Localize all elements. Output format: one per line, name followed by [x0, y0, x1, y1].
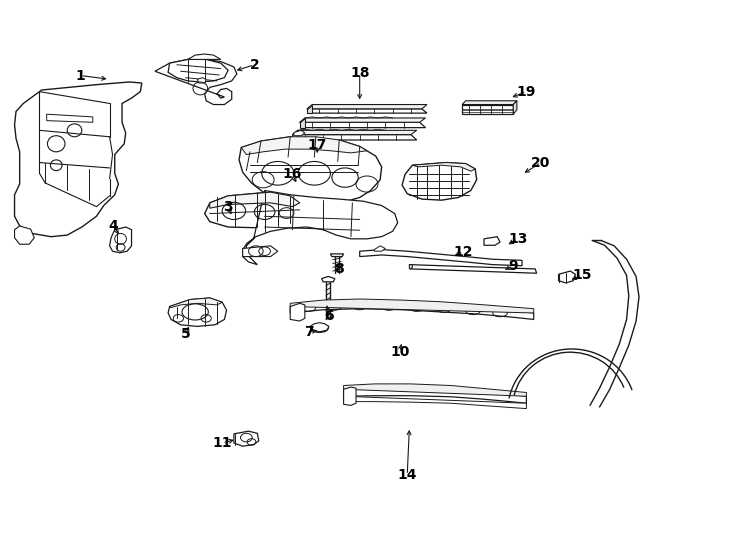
Polygon shape [197, 78, 206, 83]
Text: 13: 13 [508, 232, 527, 246]
Polygon shape [513, 101, 517, 114]
Polygon shape [307, 105, 312, 113]
Polygon shape [170, 298, 222, 308]
Polygon shape [243, 191, 398, 265]
Polygon shape [307, 105, 427, 109]
Polygon shape [344, 384, 526, 396]
Polygon shape [413, 163, 475, 171]
Polygon shape [243, 246, 277, 256]
Polygon shape [292, 134, 417, 140]
Text: 1: 1 [76, 69, 85, 83]
Polygon shape [15, 226, 34, 244]
Text: 4: 4 [109, 219, 118, 233]
Text: 7: 7 [304, 325, 313, 339]
Text: 2: 2 [250, 58, 259, 72]
Polygon shape [109, 227, 131, 253]
Polygon shape [299, 118, 305, 127]
Polygon shape [321, 276, 335, 282]
Polygon shape [168, 298, 227, 326]
Polygon shape [462, 101, 517, 105]
Polygon shape [299, 118, 426, 122]
Polygon shape [155, 59, 237, 105]
Polygon shape [47, 114, 92, 122]
Polygon shape [344, 388, 526, 403]
Text: 11: 11 [212, 436, 232, 450]
Polygon shape [292, 130, 417, 134]
Text: 6: 6 [324, 309, 334, 323]
Polygon shape [484, 237, 500, 245]
Polygon shape [307, 109, 427, 113]
Polygon shape [559, 271, 575, 283]
Polygon shape [310, 322, 329, 332]
Polygon shape [360, 249, 522, 266]
Polygon shape [241, 137, 367, 154]
Text: 20: 20 [531, 156, 550, 170]
Text: 19: 19 [517, 85, 536, 99]
Polygon shape [188, 54, 221, 59]
Polygon shape [205, 192, 299, 228]
Text: 14: 14 [398, 468, 417, 482]
Text: 12: 12 [454, 245, 473, 259]
Polygon shape [290, 302, 534, 320]
Polygon shape [410, 265, 413, 269]
Text: 3: 3 [223, 200, 233, 214]
Polygon shape [234, 431, 259, 446]
Polygon shape [239, 137, 382, 206]
Polygon shape [15, 82, 142, 237]
Polygon shape [410, 265, 537, 273]
Polygon shape [402, 163, 476, 200]
Polygon shape [330, 254, 344, 256]
Text: 10: 10 [390, 345, 410, 359]
Polygon shape [294, 130, 305, 136]
Polygon shape [168, 59, 228, 82]
Text: 8: 8 [335, 262, 344, 276]
Polygon shape [374, 246, 385, 251]
Polygon shape [292, 130, 297, 140]
Polygon shape [462, 105, 513, 114]
Polygon shape [290, 299, 534, 313]
Text: 9: 9 [509, 259, 518, 273]
Text: 5: 5 [181, 327, 191, 341]
Polygon shape [344, 387, 356, 406]
Text: 17: 17 [308, 138, 327, 152]
Text: 15: 15 [573, 268, 592, 282]
Polygon shape [299, 122, 426, 127]
Polygon shape [344, 396, 526, 409]
Polygon shape [210, 192, 299, 208]
Polygon shape [290, 303, 305, 321]
Text: 16: 16 [283, 167, 302, 181]
Text: 18: 18 [350, 66, 369, 80]
